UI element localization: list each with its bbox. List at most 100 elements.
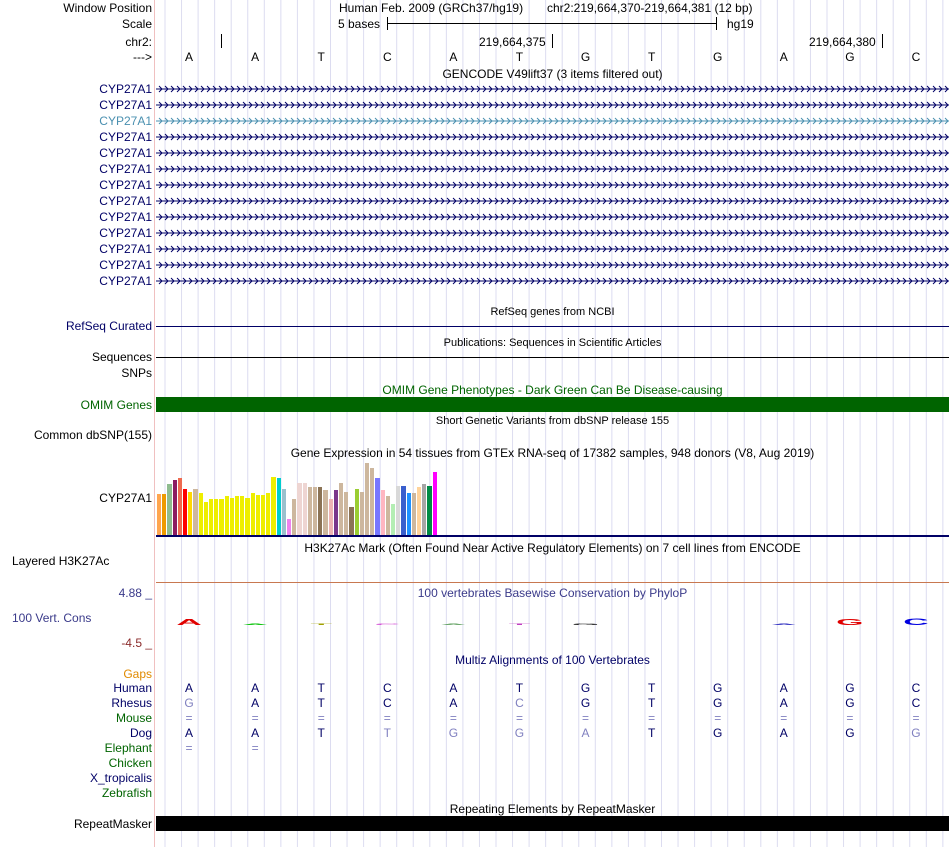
snps-track-label[interactable]: SNPs: [121, 366, 152, 380]
gtex-tissue-bar[interactable]: [391, 503, 396, 535]
gtex-tissue-bar[interactable]: [203, 502, 208, 535]
gencode-gene-label[interactable]: CYP27A1: [99, 146, 152, 160]
repeatmasker-track-label[interactable]: RepeatMasker: [73, 817, 152, 831]
gencode-gene-label[interactable]: CYP27A1: [99, 274, 152, 288]
repeatmasker-track-title[interactable]: Repeating Elements by RepeatMasker: [449, 802, 656, 816]
gtex-tissue-bar[interactable]: [359, 491, 364, 535]
sequences-line[interactable]: [156, 357, 949, 358]
gtex-tissue-bar[interactable]: [401, 485, 406, 535]
gencode-transcript[interactable]: [156, 209, 949, 225]
gtex-tissue-bar[interactable]: [432, 472, 437, 535]
gtex-tissue-bar[interactable]: [193, 488, 198, 535]
gencode-transcript[interactable]: [156, 129, 949, 145]
gtex-tissue-bar[interactable]: [411, 493, 416, 535]
omim-track-title[interactable]: OMIM Gene Phenotypes - Dark Green Can Be…: [382, 383, 723, 397]
gencode-transcript[interactable]: [156, 145, 949, 161]
gtex-tissue-bar[interactable]: [266, 493, 271, 535]
gtex-tissue-bar[interactable]: [172, 480, 177, 535]
gencode-gene-label[interactable]: CYP27A1: [99, 242, 152, 256]
gtex-tissue-bar[interactable]: [261, 494, 266, 535]
omim-gene-bar[interactable]: [156, 397, 949, 412]
gencode-track-title[interactable]: GENCODE V49lift37 (3 items filtered out): [442, 67, 663, 81]
multiz-species-label[interactable]: Chicken: [108, 756, 152, 770]
gencode-transcript[interactable]: [156, 241, 949, 257]
gencode-transcript[interactable]: [156, 193, 949, 209]
gtex-tissue-bar[interactable]: [328, 499, 333, 535]
dbsnp-track-title[interactable]: Short Genetic Variants from dbSNP releas…: [435, 415, 670, 427]
gtex-tissue-bar[interactable]: [333, 490, 338, 535]
gencode-transcript[interactable]: [156, 273, 949, 289]
gtex-tissue-bar[interactable]: [281, 488, 286, 535]
gtex-tissue-bar[interactable]: [250, 493, 255, 535]
gtex-tissue-bar[interactable]: [271, 476, 276, 535]
gtex-tissue-bar[interactable]: [183, 488, 188, 535]
refseq-line[interactable]: [156, 326, 949, 327]
gtex-tissue-bar[interactable]: [380, 490, 385, 535]
gencode-gene-label[interactable]: CYP27A1: [99, 82, 152, 96]
gencode-gene-label[interactable]: CYP27A1: [99, 178, 152, 192]
gencode-transcript[interactable]: [156, 97, 949, 113]
h3k27ac-track-label[interactable]: Layered H3K27Ac: [12, 554, 110, 568]
refseq-track-title[interactable]: RefSeq genes from NCBI: [490, 306, 615, 318]
gtex-tissue-bar[interactable]: [349, 506, 354, 535]
sequences-track-label[interactable]: Sequences: [91, 350, 152, 364]
gtex-tissue-bar[interactable]: [162, 493, 167, 535]
gtex-track-title[interactable]: Gene Expression in 54 tissues from GTEx …: [290, 446, 815, 460]
gtex-tissue-bar[interactable]: [297, 482, 302, 535]
gencode-gene-label[interactable]: CYP27A1: [99, 210, 152, 224]
gtex-tissue-bar[interactable]: [198, 493, 203, 535]
gtex-tissue-bar[interactable]: [245, 497, 250, 535]
gtex-tissue-bar[interactable]: [406, 493, 411, 535]
gtex-tissue-bar[interactable]: [339, 482, 344, 535]
multiz-species-label[interactable]: Mouse: [115, 711, 152, 725]
gencode-gene-label[interactable]: CYP27A1: [99, 162, 152, 176]
gtex-tissue-bar[interactable]: [177, 478, 182, 535]
multiz-species-label[interactable]: X_tropicalis: [89, 771, 152, 785]
gtex-tissue-bar[interactable]: [255, 494, 260, 535]
gtex-tissue-bar[interactable]: [167, 484, 172, 535]
gtex-tissue-bar[interactable]: [302, 482, 307, 535]
multiz-species-label[interactable]: Zebrafish: [101, 786, 152, 800]
gencode-gene-label[interactable]: CYP27A1: [99, 114, 152, 128]
repeatmasker-bar[interactable]: [156, 816, 949, 831]
h3k27ac-track-title[interactable]: H3K27Ac Mark (Often Found Near Active Re…: [304, 541, 801, 555]
gtex-tissue-bar[interactable]: [209, 499, 214, 535]
gtex-tissue-bar[interactable]: [344, 491, 349, 535]
gencode-gene-label[interactable]: CYP27A1: [99, 258, 152, 272]
gtex-tissue-bar[interactable]: [396, 485, 401, 535]
dbsnp-track-label[interactable]: Common dbSNP(155): [33, 428, 152, 442]
multiz-species-label[interactable]: Human: [113, 681, 152, 695]
gencode-gene-label[interactable]: CYP27A1: [99, 226, 152, 240]
gtex-tissue-bar[interactable]: [318, 487, 323, 535]
gtex-tissue-bar[interactable]: [307, 487, 312, 535]
gtex-tissue-bar[interactable]: [422, 484, 427, 535]
gtex-tissue-bar[interactable]: [219, 499, 224, 535]
multiz-species-label[interactable]: Dog: [129, 726, 152, 740]
gencode-gene-label[interactable]: CYP27A1: [99, 98, 152, 112]
gencode-transcript[interactable]: [156, 225, 949, 241]
gtex-track-label[interactable]: CYP27A1: [99, 491, 152, 505]
phylop-track-label[interactable]: 100 Vert. Cons: [12, 611, 92, 625]
gencode-transcript[interactable]: [156, 161, 949, 177]
gtex-tissue-bar[interactable]: [229, 497, 234, 535]
phylop-track-title[interactable]: 100 vertebrates Basewise Conservation by…: [417, 586, 688, 600]
omim-track-label[interactable]: OMIM Genes: [80, 398, 152, 412]
gtex-tissue-bar[interactable]: [370, 467, 375, 535]
gtex-tissue-bar[interactable]: [417, 487, 422, 535]
gencode-gene-label[interactable]: CYP27A1: [99, 130, 152, 144]
multiz-track-title[interactable]: Multiz Alignments of 100 Vertebrates: [455, 653, 650, 667]
gencode-transcript[interactable]: [156, 257, 949, 273]
gencode-transcript[interactable]: [156, 113, 949, 129]
gtex-tissue-bar[interactable]: [313, 487, 318, 535]
gtex-tissue-bar[interactable]: [385, 496, 390, 535]
gencode-gene-label[interactable]: CYP27A1: [99, 194, 152, 208]
gtex-tissue-bar[interactable]: [224, 496, 229, 535]
gencode-transcript[interactable]: [156, 177, 949, 193]
gtex-tissue-bar[interactable]: [323, 490, 328, 535]
gtex-bar-chart[interactable]: [156, 460, 949, 535]
gtex-tissue-bar[interactable]: [427, 485, 432, 535]
gtex-tissue-bar[interactable]: [365, 463, 370, 535]
gtex-tissue-bar[interactable]: [157, 493, 162, 535]
multiz-species-label[interactable]: Elephant: [104, 741, 152, 755]
